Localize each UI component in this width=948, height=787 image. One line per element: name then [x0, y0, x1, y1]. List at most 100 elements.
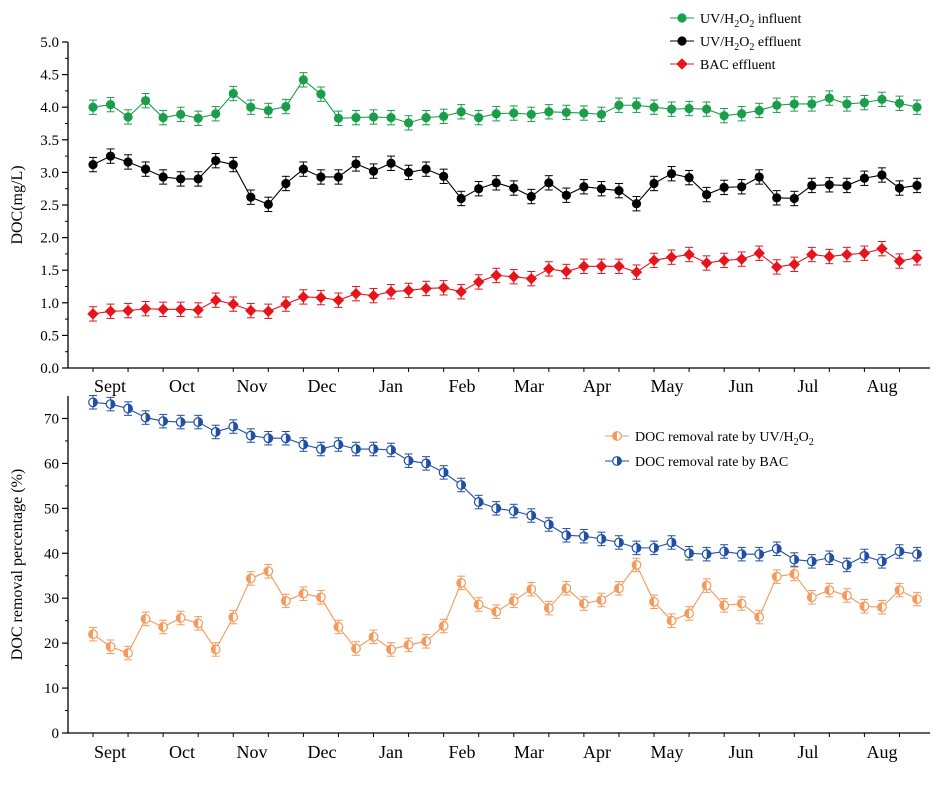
data-point-top-0	[719, 111, 729, 121]
y-tick-label-bottom: 70	[44, 411, 59, 427]
y-tick-label-top: 3.5	[40, 133, 59, 149]
data-point-top-1	[439, 171, 449, 181]
data-point-bottom-0	[386, 644, 396, 655]
data-point-top-1	[789, 193, 799, 204]
y-tick-label-bottom: 20	[44, 636, 59, 652]
data-point-top-1	[88, 159, 98, 170]
x-tick-label-bottom: Nov	[237, 742, 268, 762]
data-point-top-0	[631, 100, 642, 110]
legend-label-top-1: UV/H2O2 effluent	[700, 35, 801, 53]
data-point-top-1	[105, 151, 116, 161]
data-point-top-1	[456, 193, 466, 204]
data-point-bottom-1	[841, 560, 852, 570]
data-point-top-2	[735, 253, 748, 265]
data-point-top-2	[455, 286, 467, 298]
data-point-bottom-0	[298, 588, 309, 599]
data-point-bottom-0	[263, 566, 274, 577]
y-tick-label-top: 0.0	[40, 361, 59, 377]
data-point-bottom-1	[912, 549, 922, 560]
data-point-bottom-1	[105, 399, 116, 409]
data-point-top-2	[806, 248, 818, 261]
x-tick-label-bottom: Jan	[379, 742, 403, 762]
data-point-top-0	[912, 102, 922, 112]
data-point-bottom-0	[631, 560, 642, 570]
data-point-bottom-1	[228, 421, 239, 432]
data-point-top-0	[403, 118, 414, 128]
x-tick-label-bottom: Feb	[449, 742, 476, 762]
data-point-bottom-0	[771, 571, 782, 582]
y-axis-label-top: DOC(mg/L)	[9, 165, 26, 244]
data-point-bottom-0	[368, 631, 379, 642]
data-point-top-2	[402, 284, 415, 297]
data-point-top-2	[595, 260, 608, 272]
data-point-top-0	[684, 103, 694, 114]
data-point-bottom-1	[333, 439, 344, 450]
data-point-bottom-0	[789, 569, 800, 579]
data-point-bottom-1	[140, 412, 151, 423]
data-point-top-2	[858, 247, 871, 259]
data-point-bottom-0	[666, 615, 677, 626]
legend-marker-bottom-0	[612, 431, 622, 441]
data-point-bottom-0	[123, 648, 133, 658]
data-point-bottom-1	[210, 427, 221, 437]
data-point-bottom-1	[491, 503, 502, 514]
panel-bottom: 0 10 20 30 40 50 60 70 Sept Oct Nov Dec Jan Feb Mar Apr…	[9, 395, 930, 762]
data-point-top-2	[332, 294, 345, 306]
data-point-top-2	[508, 271, 520, 283]
series-bottom-1	[88, 395, 922, 573]
data-point-top-0	[105, 99, 116, 110]
series-top-0	[88, 72, 922, 131]
x-tick-label-bottom: Apr	[583, 742, 611, 762]
x-tick-label-bottom: Aug	[867, 742, 898, 762]
data-point-bottom-0	[280, 595, 291, 606]
data-point-bottom-0	[456, 578, 467, 588]
legend-label-top-0: UV/H2O2 influent	[700, 12, 802, 30]
data-point-top-2	[665, 251, 678, 263]
data-point-bottom-1	[158, 416, 169, 427]
data-point-bottom-1	[88, 397, 98, 408]
data-point-top-1	[772, 193, 782, 203]
x-tick-label-top: Mar	[514, 376, 544, 396]
data-point-top-2	[122, 304, 134, 317]
data-point-bottom-0	[543, 603, 554, 613]
data-point-bottom-0	[245, 573, 256, 584]
data-point-bottom-0	[526, 584, 537, 595]
data-point-top-2	[753, 247, 765, 259]
data-point-bottom-1	[473, 497, 484, 507]
data-point-bottom-1	[824, 552, 835, 563]
data-point-top-0	[894, 98, 905, 108]
data-point-bottom-1	[123, 403, 133, 414]
data-point-top-2	[87, 308, 99, 320]
series-top-1	[88, 148, 922, 213]
data-point-top-2	[437, 282, 450, 294]
panel-top: 0.0 0.5 1.0 1.5 2.0 2.5 3.0 3.5 4.0 4.5 5.0 Sept Oct…	[9, 12, 930, 396]
legend-marker-top-1	[677, 36, 687, 46]
data-point-top-1	[526, 191, 536, 202]
data-point-top-0	[807, 99, 817, 109]
data-point-bottom-1	[526, 510, 537, 521]
data-point-top-2	[893, 255, 906, 267]
data-point-bottom-1	[649, 542, 659, 553]
x-tick-label-top: Jan	[379, 376, 403, 396]
legend-text-sub1: 2	[734, 42, 739, 53]
data-point-bottom-0	[193, 618, 204, 629]
data-point-top-2	[139, 302, 152, 315]
y-tick-label-bottom: 50	[44, 501, 59, 517]
data-point-top-0	[176, 109, 186, 119]
data-point-bottom-0	[491, 606, 502, 617]
data-point-top-1	[561, 190, 571, 200]
legend-text-post: effluent	[754, 35, 801, 50]
y-tick-label-top: 2.0	[40, 231, 59, 247]
data-point-bottom-0	[877, 602, 887, 613]
data-point-top-0	[281, 101, 291, 112]
data-point-top-1	[140, 164, 151, 174]
data-point-bottom-1	[193, 417, 204, 427]
data-point-top-0	[544, 107, 554, 117]
data-point-bottom-1	[578, 531, 589, 542]
data-point-bottom-1	[280, 433, 291, 444]
data-point-bottom-0	[596, 595, 607, 605]
data-point-top-1	[193, 174, 203, 184]
x-tick-label-top: Sept	[94, 376, 126, 396]
data-point-top-1	[737, 182, 747, 192]
data-point-bottom-1	[561, 530, 572, 541]
